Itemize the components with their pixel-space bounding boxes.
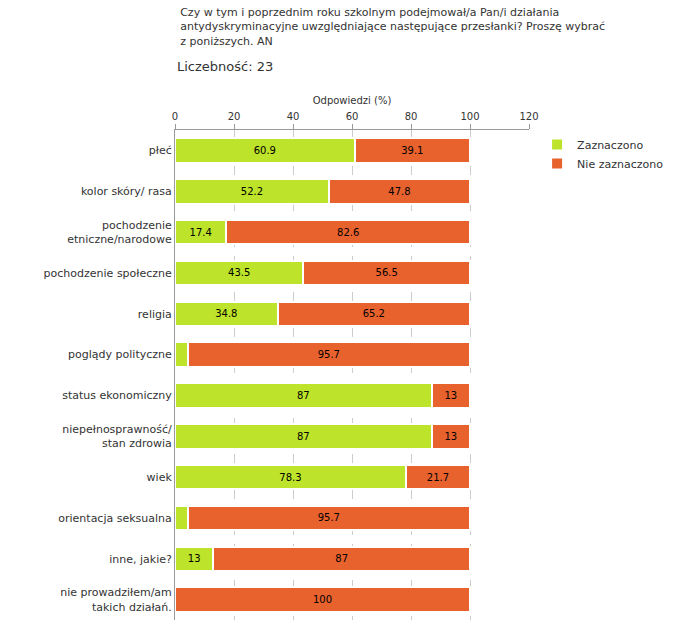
svg-text:Liczebność: 23: Liczebność: 23 — [177, 59, 273, 74]
svg-text:20: 20 — [228, 111, 241, 122]
svg-text:87: 87 — [297, 431, 310, 442]
svg-text:status ekonomiczny: status ekonomiczny — [62, 389, 172, 402]
svg-text:34.8: 34.8 — [215, 308, 237, 319]
svg-text:wiek: wiek — [147, 471, 173, 484]
svg-text:Zaznaczono: Zaznaczono — [577, 139, 643, 152]
svg-text:religia: religia — [138, 308, 172, 321]
svg-text:60: 60 — [346, 111, 359, 122]
svg-text:Odpowiedzi (%): Odpowiedzi (%) — [313, 95, 392, 106]
svg-text:inne, jakie?: inne, jakie? — [109, 553, 172, 566]
svg-text:0: 0 — [172, 111, 178, 122]
svg-text:120: 120 — [519, 111, 538, 122]
svg-text:płeć: płeć — [149, 144, 172, 157]
svg-text:pochodzenie społeczne: pochodzenie społeczne — [44, 267, 172, 280]
svg-text:Czy w tym i poprzednim roku sz: Czy w tym i poprzednim roku szkolnym pod… — [180, 6, 605, 48]
svg-text:100: 100 — [460, 111, 479, 122]
svg-text:52.2: 52.2 — [241, 186, 263, 197]
svg-text:87: 87 — [335, 553, 348, 564]
svg-text:60.9: 60.9 — [254, 145, 276, 156]
svg-text:kolor skóry/ rasa: kolor skóry/ rasa — [81, 185, 172, 198]
svg-text:niepełnosprawność/stan zdrowia: niepełnosprawność/stan zdrowia — [62, 423, 172, 450]
svg-text:poglądy polityczne: poglądy polityczne — [68, 348, 172, 361]
svg-text:100: 100 — [313, 594, 332, 605]
svg-text:21.7: 21.7 — [427, 472, 449, 483]
svg-text:95.7: 95.7 — [318, 349, 340, 360]
svg-text:87: 87 — [297, 390, 310, 401]
svg-text:13: 13 — [444, 431, 457, 442]
svg-text:13: 13 — [444, 390, 457, 401]
svg-text:13: 13 — [188, 553, 201, 564]
svg-text:43.5: 43.5 — [228, 267, 250, 278]
svg-text:56.5: 56.5 — [376, 267, 398, 278]
svg-text:40: 40 — [287, 111, 300, 122]
svg-text:82.6: 82.6 — [337, 227, 359, 238]
svg-text:95.7: 95.7 — [318, 512, 340, 523]
svg-text:65.2: 65.2 — [363, 308, 385, 319]
svg-text:orientacja seksualna: orientacja seksualna — [58, 512, 172, 525]
svg-text:17.4: 17.4 — [190, 227, 212, 238]
svg-text:pochodzenieetniczne/narodowe: pochodzenieetniczne/narodowe — [67, 219, 172, 246]
svg-text:Nie zaznaczono: Nie zaznaczono — [577, 158, 663, 171]
svg-text:39.1: 39.1 — [401, 145, 423, 156]
svg-text:nie prowadziłem/amtakich dział: nie prowadziłem/amtakich działań. — [60, 586, 172, 613]
svg-text:80: 80 — [405, 111, 418, 122]
svg-text:47.8: 47.8 — [388, 186, 410, 197]
svg-text:78.3: 78.3 — [279, 472, 301, 483]
